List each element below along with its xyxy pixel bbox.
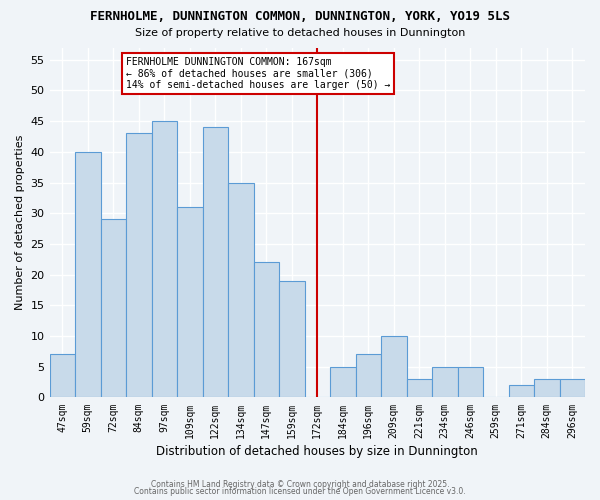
- Bar: [177, 207, 203, 398]
- Bar: [381, 336, 407, 398]
- Text: FERNHOLME, DUNNINGTON COMMON, DUNNINGTON, YORK, YO19 5LS: FERNHOLME, DUNNINGTON COMMON, DUNNINGTON…: [90, 10, 510, 23]
- X-axis label: Distribution of detached houses by size in Dunnington: Distribution of detached houses by size …: [157, 444, 478, 458]
- Bar: [330, 366, 356, 398]
- Text: Size of property relative to detached houses in Dunnington: Size of property relative to detached ho…: [135, 28, 465, 38]
- Text: FERNHOLME DUNNINGTON COMMON: 167sqm
← 86% of detached houses are smaller (306)
1: FERNHOLME DUNNINGTON COMMON: 167sqm ← 86…: [126, 56, 391, 90]
- Bar: [432, 366, 458, 398]
- Bar: [534, 379, 560, 398]
- Text: Contains public sector information licensed under the Open Government Licence v3: Contains public sector information licen…: [134, 488, 466, 496]
- Text: Contains HM Land Registry data © Crown copyright and database right 2025.: Contains HM Land Registry data © Crown c…: [151, 480, 449, 489]
- Bar: [203, 128, 228, 398]
- Bar: [254, 262, 279, 398]
- Bar: [228, 182, 254, 398]
- Bar: [152, 121, 177, 398]
- Bar: [407, 379, 432, 398]
- Y-axis label: Number of detached properties: Number of detached properties: [15, 135, 25, 310]
- Bar: [509, 385, 534, 398]
- Bar: [356, 354, 381, 398]
- Bar: [560, 379, 585, 398]
- Bar: [75, 152, 101, 398]
- Bar: [50, 354, 75, 398]
- Bar: [101, 220, 126, 398]
- Bar: [126, 134, 152, 398]
- Bar: [279, 281, 305, 398]
- Bar: [458, 366, 483, 398]
